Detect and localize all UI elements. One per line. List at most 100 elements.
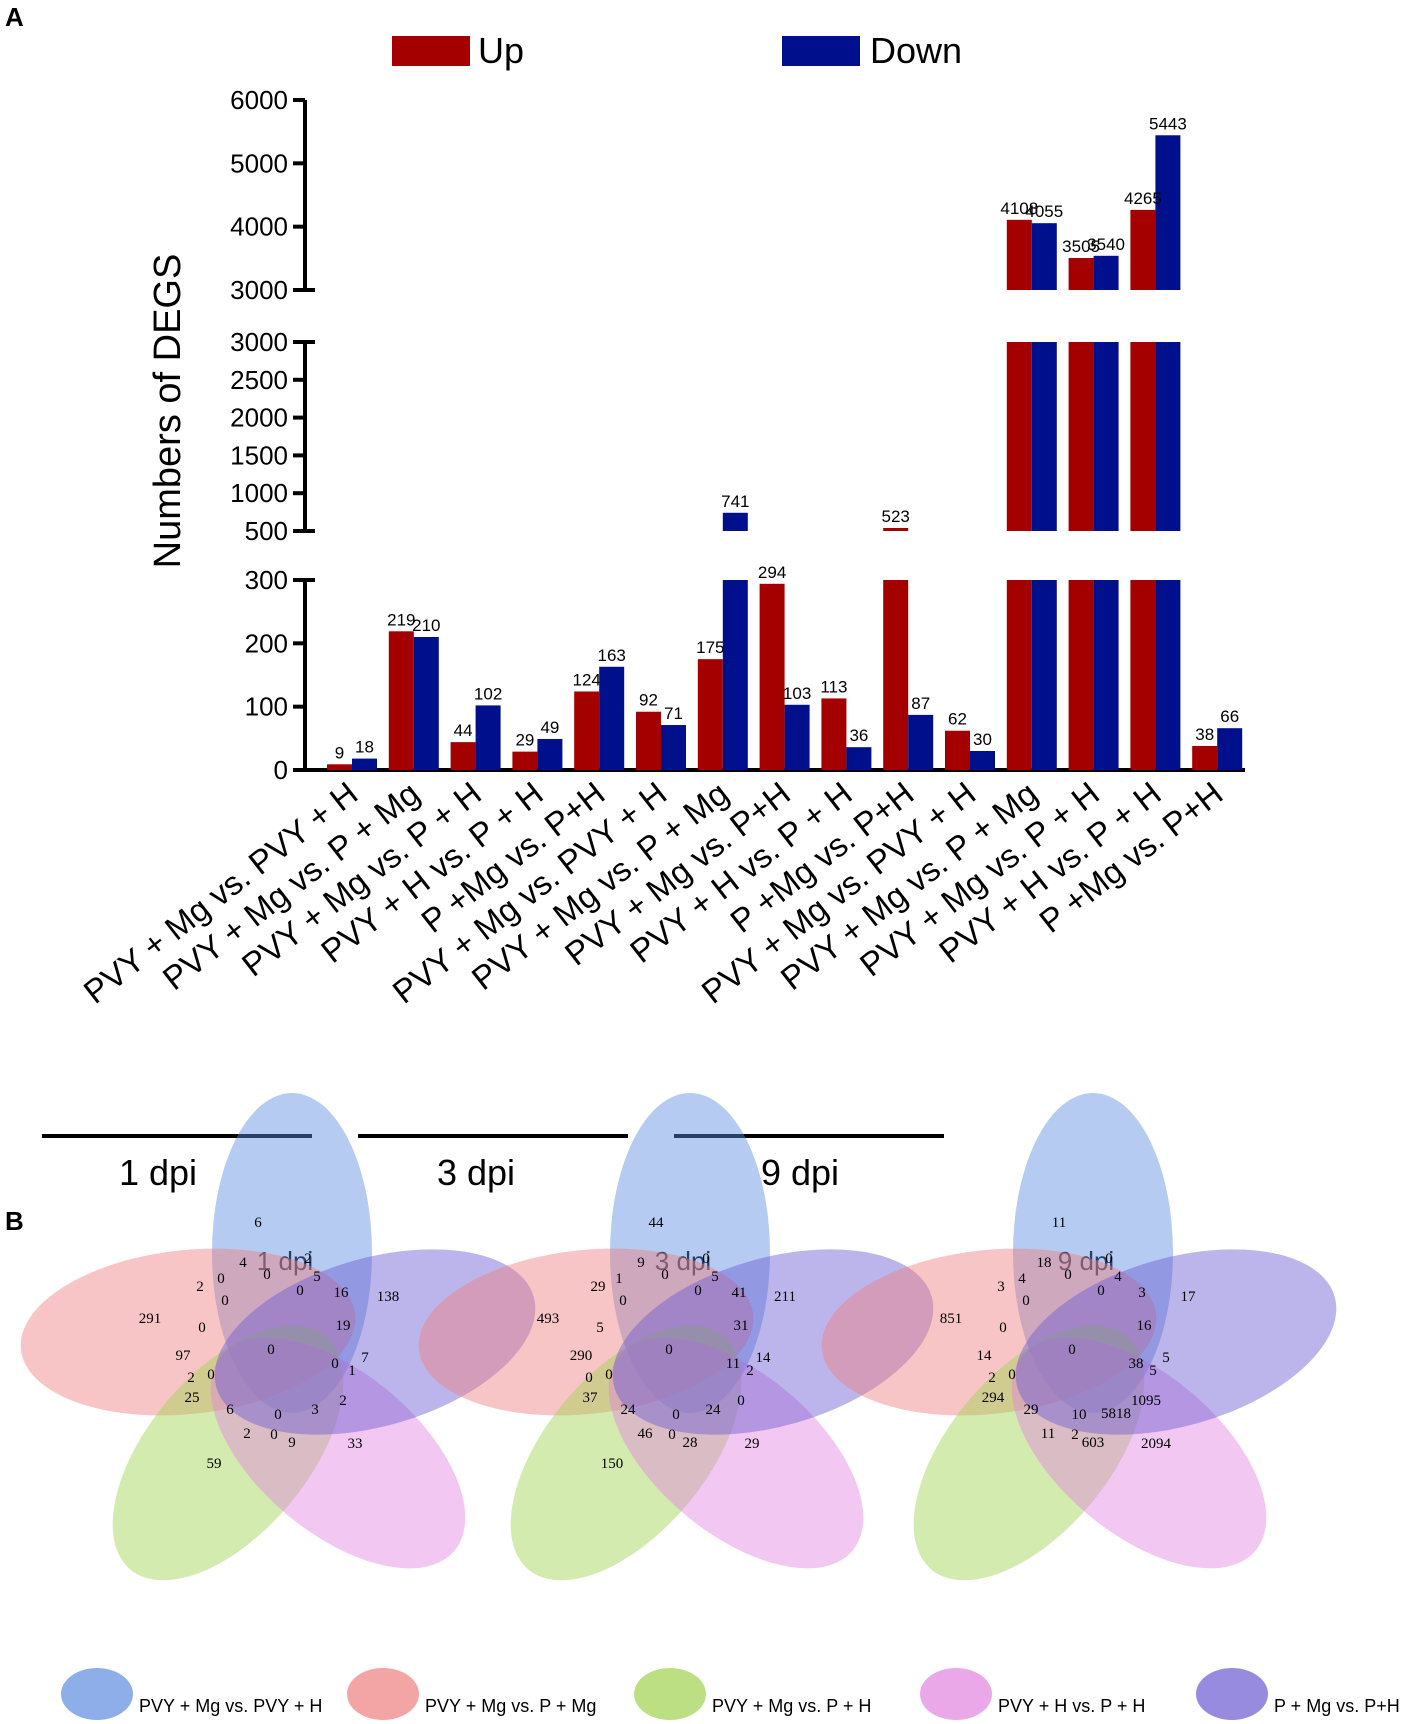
data-label-up: 523 [882, 507, 910, 526]
data-label-down: 49 [540, 718, 559, 737]
bar [1130, 580, 1156, 770]
venn-legend-swatch [1196, 1668, 1268, 1720]
bars [327, 135, 1243, 770]
venn-count: 291 [139, 1311, 162, 1327]
venn-legend-label: PVY + Mg vs. P + H [712, 1696, 871, 1716]
venn-count: 14 [756, 1350, 772, 1366]
bar [388, 631, 414, 770]
data-label-down: 87 [911, 694, 930, 713]
data-label-down: 71 [664, 704, 683, 723]
venn-count: 16 [1137, 1318, 1153, 1334]
venn-legend-label: PVY + H vs. P + H [998, 1696, 1145, 1716]
venn-set-ellipse [20, 1248, 356, 1416]
venn-count: 294 [982, 1390, 1005, 1406]
y-tick-label: 0 [274, 755, 288, 785]
venn-count: 2094 [1141, 1436, 1172, 1452]
venn-count: 2 [339, 1393, 347, 1409]
venn-count: 33 [348, 1436, 363, 1452]
venn-title: 3 dpi [655, 1246, 711, 1276]
venn-count: 290 [570, 1348, 593, 1364]
venn-count: 2 [196, 1279, 204, 1295]
bar [450, 742, 476, 770]
venn-count: 4 [1018, 1271, 1026, 1287]
venn-count: 11 [1052, 1215, 1066, 1231]
bar [1192, 745, 1218, 770]
bar [1217, 728, 1243, 770]
data-label-up: 294 [758, 563, 786, 582]
venn-legend: PVY + Mg vs. PVY + H PVY + Mg vs. P + Mg P… [61, 1668, 1400, 1720]
venn-title: 9 dpi [1058, 1246, 1114, 1276]
venn-count: 0 [668, 1427, 676, 1443]
venn-set-ellipse [608, 1337, 864, 1569]
panel-label-a: A [5, 2, 24, 32]
venn-count: 29 [1024, 1402, 1039, 1418]
y-tick-label: 2500 [230, 365, 288, 395]
bar [883, 528, 909, 531]
venn-count: 59 [207, 1456, 222, 1472]
y-axis-title: Numbers of DEGS [147, 254, 189, 569]
venn-title: 1 dpi [257, 1246, 313, 1276]
y-tick-label: 3000 [230, 327, 288, 357]
venn-count: 3 [311, 1402, 319, 1418]
data-label-down: 210 [412, 616, 440, 635]
group-label-3dpi: 3 dpi [437, 1152, 515, 1193]
bar [413, 637, 439, 770]
venn-count: 9 [637, 1255, 645, 1271]
venn-count: 138 [377, 1289, 400, 1305]
venn-count: 0 [207, 1367, 215, 1383]
venn-count: 0 [1008, 1367, 1016, 1383]
bar [661, 725, 686, 770]
data-label-up: 44 [454, 721, 473, 740]
venn-count: 0 [1064, 1267, 1072, 1283]
venn-count: 0 [585, 1370, 593, 1386]
y-tick-label: 1000 [230, 478, 288, 508]
venn-legend-swatch [61, 1668, 133, 1720]
venn-count: 4 [239, 1255, 247, 1271]
venn-count: 2 [304, 1251, 312, 1267]
venn-count: 24 [706, 1402, 722, 1418]
venn-count: 38 [1129, 1356, 1144, 1372]
venn-count: 0 [661, 1267, 669, 1283]
venn-count: 17 [1181, 1289, 1197, 1305]
venn-count: 31 [734, 1318, 749, 1334]
venn-count: 2 [187, 1370, 195, 1386]
bar [697, 659, 723, 770]
bar [1093, 580, 1119, 770]
bar [722, 580, 748, 770]
venn-count: 0 [263, 1267, 271, 1283]
data-label-up: 113 [820, 677, 847, 696]
data-label-up: 29 [515, 731, 534, 750]
venn-legend-label: PVY + Mg vs. PVY + H [139, 1696, 322, 1716]
venn-count: 6 [226, 1402, 234, 1418]
venn-count: 6 [254, 1215, 262, 1231]
venn-count: 2 [243, 1426, 251, 1442]
venn-count: 4 [1114, 1269, 1122, 1285]
venn-count: 29 [591, 1279, 606, 1295]
bar [1068, 342, 1094, 531]
venn-legend-swatch [634, 1668, 706, 1720]
venn-count: 11 [1041, 1426, 1055, 1442]
bar [1031, 223, 1057, 290]
legend-label-down: Down [870, 30, 962, 71]
data-label-down: 741 [721, 492, 749, 511]
venn-set-ellipse [418, 1248, 754, 1416]
bar [1006, 580, 1032, 770]
y-tick-label: 1500 [230, 440, 288, 470]
y-tick-label: 2000 [230, 403, 288, 433]
bar [1155, 135, 1181, 290]
data-label-up: 219 [387, 610, 415, 629]
y-tick-label: 200 [245, 628, 288, 658]
y-tick-label: 3000 [230, 275, 288, 305]
bar [475, 705, 501, 770]
venn-count: 0 [1097, 1283, 1105, 1299]
data-label-down: 3540 [1087, 235, 1125, 254]
venn-count: 0 [1068, 1342, 1076, 1358]
venn-count: 5 [711, 1269, 719, 1285]
data-label-down: 30 [973, 730, 992, 749]
bar [352, 758, 377, 770]
bar [1130, 209, 1156, 290]
venn-count: 211 [774, 1289, 796, 1305]
data-label-down: 36 [849, 726, 868, 745]
venn-count: 1 [348, 1363, 356, 1379]
